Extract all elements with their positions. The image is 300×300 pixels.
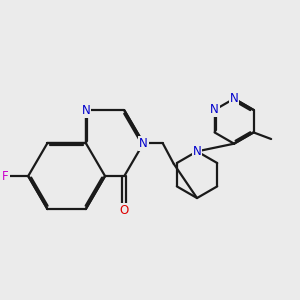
Text: N: N [82,104,90,117]
Text: F: F [2,169,9,183]
Text: N: N [230,92,239,105]
Text: O: O [120,204,129,217]
Text: N: N [139,136,148,150]
Text: N: N [210,103,219,116]
Text: N: N [193,145,201,158]
